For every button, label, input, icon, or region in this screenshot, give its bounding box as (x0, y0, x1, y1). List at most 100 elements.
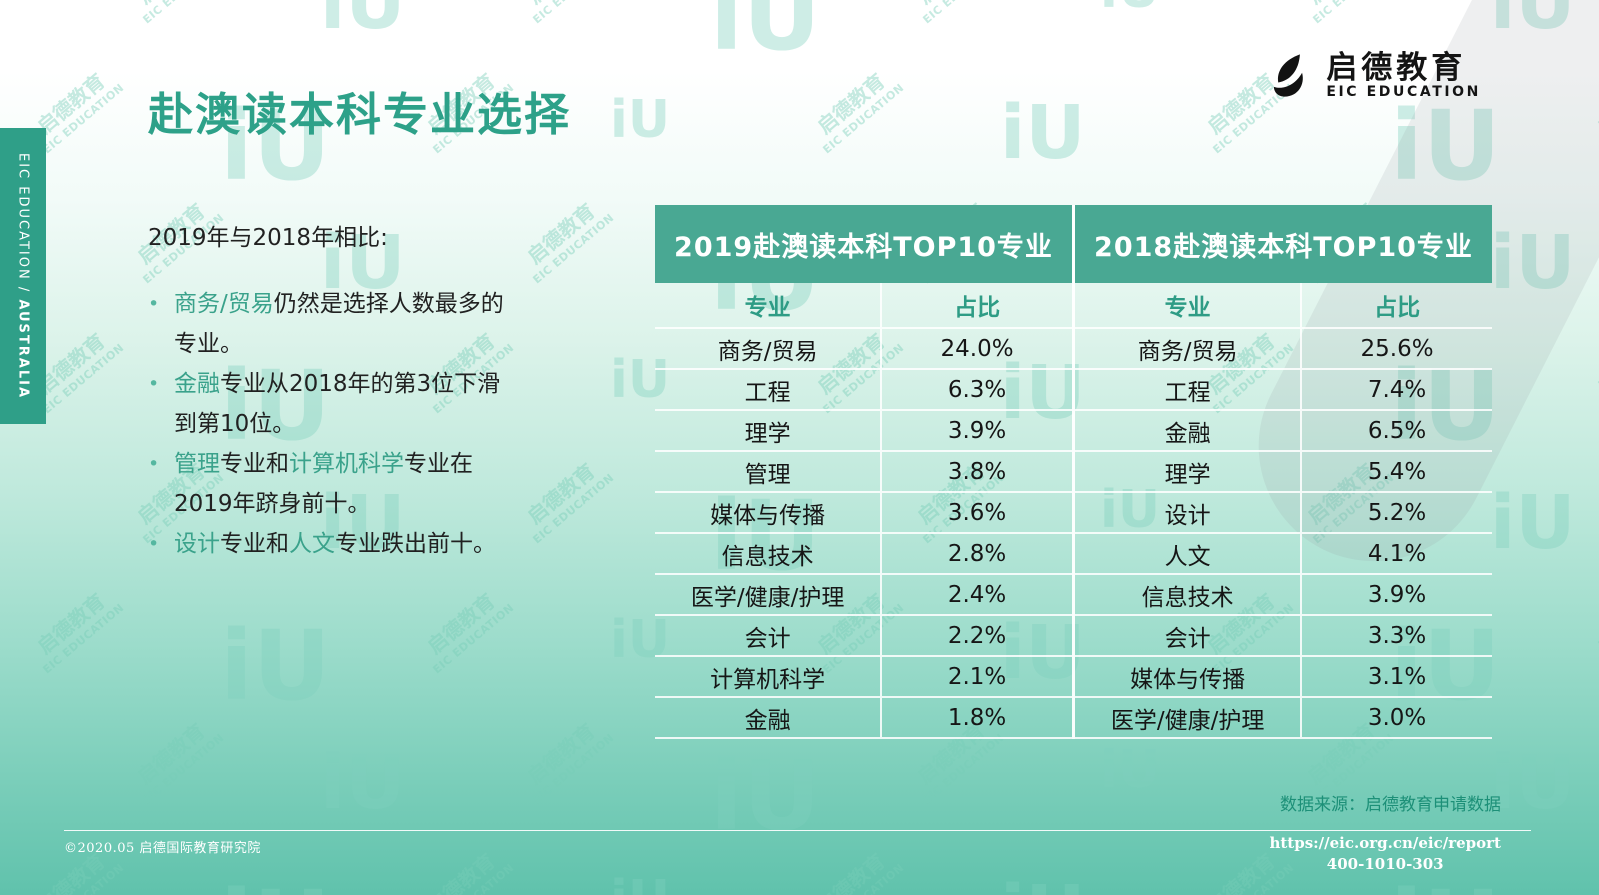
bullet-marker-icon: • (148, 373, 160, 395)
major-cell: 设计 (1164, 502, 1211, 529)
major-cell: 信息技术 (1141, 584, 1234, 611)
major-cell: 医学/健康/护理 (1110, 707, 1265, 734)
major-cell: 理学 (1164, 461, 1211, 488)
table-row: 会计 2.2% (655, 616, 1072, 657)
table-center-divider (1072, 205, 1075, 739)
percent-cell: 5.2% (1300, 493, 1492, 532)
major-cell: 金融 (744, 707, 791, 734)
table-2018: 2018赴澳读本科TOP10专业 专业 占比商务/贸易 25.6% 工程 7.4% 金融 6… (1075, 205, 1492, 739)
major-cell: 计算机科学 (710, 666, 826, 693)
summary-intro: 2019年与2018年相比: (148, 225, 388, 251)
table-row: 理学 5.4% (1075, 452, 1492, 493)
eic-logo: 启德教育 EIC EDUCATION (1262, 50, 1481, 102)
percent-cell: 2.1% (880, 657, 1072, 696)
table-column-header-row: 专业 占比 (655, 283, 1072, 329)
eic-logo-icon (1262, 50, 1314, 102)
table-2018-header: 2018赴澳读本科TOP10专业 (1075, 205, 1492, 283)
bullet-marker-icon: • (148, 293, 160, 315)
top10-tables: 2019赴澳读本科TOP10专业 专业 占比商务/贸易 24.0% 工程 6.3% 理学 3… (655, 205, 1492, 739)
percent-cell: 3.9% (1300, 575, 1492, 614)
eic-logo-text: 启德教育 EIC EDUCATION (1326, 52, 1481, 101)
bullet-text: 商务/贸易仍然是选择人数最多的专业。 (174, 291, 504, 357)
sidebar-label-normal: EIC EDUCATION / (15, 152, 31, 300)
table-row: 工程 7.4% (1075, 370, 1492, 411)
percent-cell: 3.1% (1300, 657, 1492, 696)
table-row: 信息技术 3.9% (1075, 575, 1492, 616)
major-cell: 媒体与传播 (710, 502, 826, 529)
percent-cell: 4.1% (1300, 534, 1492, 573)
table-row: 媒体与传播 3.6% (655, 493, 1072, 534)
table-2019-body: 专业 占比商务/贸易 24.0% 工程 6.3% 理学 3.9% 管理 3.8% 媒体与传播 3.6… (655, 283, 1072, 739)
table-row: 媒体与传播 3.1% (1075, 657, 1492, 698)
bullet-text: 设计专业和人文专业跌出前十。 (174, 531, 496, 557)
percent-cell: 6.5% (1300, 411, 1492, 450)
share-column-header: 占比 (880, 283, 1072, 327)
table-2018-body: 专业 占比商务/贸易 25.6% 工程 7.4% 金融 6.5% 理学 5.4% 设计 5.2% 人文… (1075, 283, 1492, 739)
major-cell: 媒体与传播 (1130, 666, 1246, 693)
eic-logo-en: EIC EDUCATION (1326, 84, 1481, 101)
table-row: 金融 6.5% (1075, 411, 1492, 452)
bullet-item: • 商务/贸易仍然是选择人数最多的专业。 (148, 284, 628, 364)
footer-contact: https://eic.org.cn/eic/report 400-1010-3… (1269, 833, 1501, 875)
major-cell: 工程 (744, 379, 791, 406)
table-2019: 2019赴澳读本科TOP10专业 专业 占比商务/贸易 24.0% 工程 6.3% 理学 3… (655, 205, 1072, 739)
percent-cell: 5.4% (1300, 452, 1492, 491)
footer-divider (64, 830, 1531, 831)
major-cell: 商务/贸易 (717, 338, 818, 365)
footer-phone: 400-1010-303 (1326, 855, 1444, 873)
footer-url: https://eic.org.cn/eic/report (1269, 834, 1501, 852)
bullet-item: • 设计专业和人文专业跌出前十。 (148, 524, 628, 564)
major-cell: 管理 (744, 461, 791, 488)
percent-cell: 7.4% (1300, 370, 1492, 409)
major-column-header: 专业 (744, 295, 791, 321)
data-source-note: 数据来源：启德教育申请数据 (1280, 795, 1501, 815)
percent-cell: 2.8% (880, 534, 1072, 573)
sidebar-strip: EIC EDUCATION / AUSTRALIA (0, 128, 46, 424)
percent-cell: 2.2% (880, 616, 1072, 655)
bullet-text: 管理专业和计算机科学专业在2019年跻身前十。 (174, 451, 473, 517)
eic-logo-cn: 启德教育 (1326, 49, 1467, 86)
summary-block: 2019年与2018年相比: • 商务/贸易仍然是选择人数最多的专业。 • 金融专业从… (148, 218, 628, 564)
percent-cell: 24.0% (880, 329, 1072, 368)
major-cell: 商务/贸易 (1137, 338, 1238, 365)
percent-cell: 2.4% (880, 575, 1072, 614)
table-row: 会计 3.3% (1075, 616, 1492, 657)
table-2019-header: 2019赴澳读本科TOP10专业 (655, 205, 1072, 283)
percent-cell: 3.9% (880, 411, 1072, 450)
table-row: 工程 6.3% (655, 370, 1072, 411)
table-row: 商务/贸易 25.6% (1075, 329, 1492, 370)
major-cell: 工程 (1164, 379, 1211, 406)
bullet-text: 金融专业从2018年的第3位下滑到第10位。 (174, 371, 501, 437)
percent-cell: 1.8% (880, 698, 1072, 737)
major-cell: 信息技术 (721, 543, 814, 570)
table-row: 管理 3.8% (655, 452, 1072, 493)
major-cell: 金融 (1164, 420, 1211, 447)
major-cell: 会计 (1164, 625, 1211, 652)
table-row: 理学 3.9% (655, 411, 1072, 452)
table-row: 人文 4.1% (1075, 534, 1492, 575)
bullet-marker-icon: • (148, 533, 160, 555)
share-column-header: 占比 (1300, 283, 1492, 327)
table-row: 设计 5.2% (1075, 493, 1492, 534)
sidebar-label-bold: AUSTRALIA (15, 299, 31, 400)
percent-cell: 25.6% (1300, 329, 1492, 368)
major-column-header: 专业 (1164, 295, 1211, 321)
table-row: 金融 1.8% (655, 698, 1072, 739)
sidebar-label: EIC EDUCATION / AUSTRALIA (16, 153, 31, 399)
table-row: 商务/贸易 24.0% (655, 329, 1072, 370)
major-cell: 医学/健康/护理 (690, 584, 845, 611)
table-row: 医学/健康/护理 2.4% (655, 575, 1072, 616)
percent-cell: 3.3% (1300, 616, 1492, 655)
table-row: 计算机科学 2.1% (655, 657, 1072, 698)
page-title: 赴澳读本科专业选择 (148, 88, 572, 141)
major-cell: 会计 (744, 625, 791, 652)
percent-cell: 3.6% (880, 493, 1072, 532)
percent-cell: 3.8% (880, 452, 1072, 491)
table-row: 医学/健康/护理 3.0% (1075, 698, 1492, 739)
percent-cell: 6.3% (880, 370, 1072, 409)
table-row: 信息技术 2.8% (655, 534, 1072, 575)
copyright-text: ©2020.05 启德国际教育研究院 (64, 841, 261, 856)
major-cell: 理学 (744, 420, 791, 447)
